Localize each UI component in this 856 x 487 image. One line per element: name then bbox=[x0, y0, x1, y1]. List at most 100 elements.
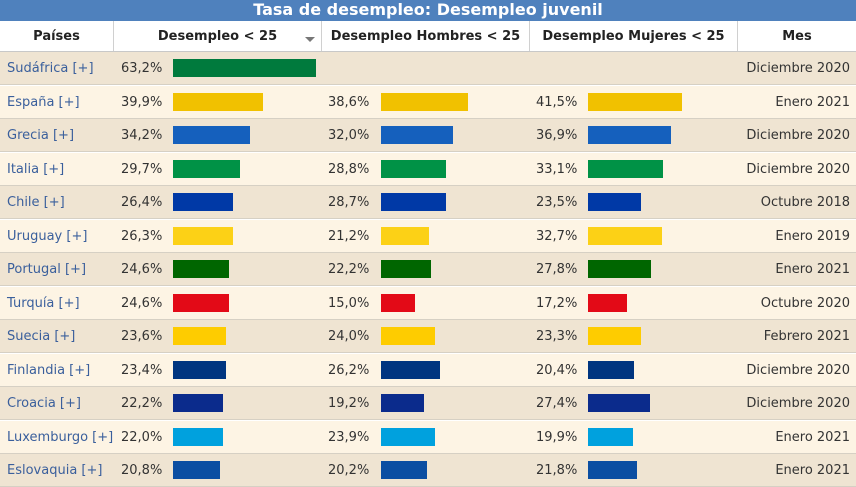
country-link[interactable]: Turquía [+] bbox=[7, 296, 80, 311]
sort-down-icon[interactable] bbox=[305, 37, 315, 42]
women-value: 32,7% bbox=[536, 229, 578, 244]
table-row: Croacia [+] 22,2% 19,2% 27,4% Diciembre 2020 bbox=[0, 387, 856, 420]
women-value: 23,5% bbox=[536, 195, 578, 210]
table-row: Sudáfrica [+] 63,2% Diciembre 2020 bbox=[0, 52, 856, 85]
women-bar bbox=[588, 260, 651, 278]
total-bar bbox=[173, 193, 233, 211]
men-value: 32,0% bbox=[328, 128, 370, 143]
women-value: 21,8% bbox=[536, 463, 578, 478]
women-value: 41,5% bbox=[536, 95, 578, 110]
men-value: 22,2% bbox=[328, 262, 370, 277]
women-bar bbox=[588, 227, 662, 245]
women-value: 17,2% bbox=[536, 296, 578, 311]
men-value: 15,0% bbox=[328, 296, 370, 311]
women-value: 19,9% bbox=[536, 430, 578, 445]
men-value: 19,2% bbox=[328, 396, 370, 411]
month-value: Diciembre 2020 bbox=[746, 396, 850, 411]
women-value: 33,1% bbox=[536, 162, 578, 177]
women-value: 27,4% bbox=[536, 396, 578, 411]
men-bar bbox=[381, 461, 427, 479]
country-link[interactable]: Finlandia [+] bbox=[7, 363, 91, 378]
total-bar bbox=[173, 461, 220, 479]
women-value: 27,8% bbox=[536, 262, 578, 277]
table-row: España [+] 39,9% 38,6% 41,5% Enero 2021 bbox=[0, 86, 856, 119]
month-value: Diciembre 2020 bbox=[746, 61, 850, 76]
total-value: 22,0% bbox=[121, 430, 163, 445]
men-value: 38,6% bbox=[328, 95, 370, 110]
women-value: 36,9% bbox=[536, 128, 578, 143]
country-link[interactable]: Italia [+] bbox=[7, 162, 65, 177]
country-link[interactable]: Suecia [+] bbox=[7, 329, 76, 344]
col-header-men[interactable]: Desempleo Hombres < 25 bbox=[321, 21, 529, 51]
men-bar bbox=[381, 193, 446, 211]
country-link[interactable]: Uruguay [+] bbox=[7, 229, 88, 244]
country-link[interactable]: Chile [+] bbox=[7, 195, 65, 210]
total-bar bbox=[173, 428, 223, 446]
month-value: Diciembre 2020 bbox=[746, 363, 850, 378]
total-bar bbox=[173, 394, 223, 412]
men-value: 26,2% bbox=[328, 363, 370, 378]
country-link[interactable]: Croacia [+] bbox=[7, 396, 81, 411]
month-value: Octubre 2020 bbox=[760, 296, 850, 311]
total-value: 26,3% bbox=[121, 229, 163, 244]
total-bar bbox=[173, 260, 229, 278]
col-header-women[interactable]: Desempleo Mujeres < 25 bbox=[529, 21, 737, 51]
total-value: 23,4% bbox=[121, 363, 163, 378]
total-value: 29,7% bbox=[121, 162, 163, 177]
month-value: Enero 2019 bbox=[775, 229, 850, 244]
total-bar bbox=[173, 93, 263, 111]
men-bar bbox=[381, 126, 453, 144]
total-value: 63,2% bbox=[121, 61, 163, 76]
table-row: Portugal [+] 24,6% 22,2% 27,8% Enero 2021 bbox=[0, 253, 856, 286]
country-link[interactable]: Luxemburgo [+] bbox=[7, 430, 114, 445]
table-header: Países Desempleo < 25 Desempleo Hombres … bbox=[0, 21, 856, 52]
month-value: Diciembre 2020 bbox=[746, 162, 850, 177]
men-value: 28,8% bbox=[328, 162, 370, 177]
men-value: 23,9% bbox=[328, 430, 370, 445]
country-link[interactable]: España [+] bbox=[7, 95, 80, 110]
men-value: 28,7% bbox=[328, 195, 370, 210]
women-bar bbox=[588, 294, 627, 312]
country-link[interactable]: Eslovaquia [+] bbox=[7, 463, 103, 478]
men-bar bbox=[381, 160, 446, 178]
women-bar bbox=[588, 394, 650, 412]
total-bar bbox=[173, 126, 250, 144]
men-value: 24,0% bbox=[328, 329, 370, 344]
total-value: 39,9% bbox=[121, 95, 163, 110]
total-value: 24,6% bbox=[121, 296, 163, 311]
men-bar bbox=[381, 227, 429, 245]
women-bar bbox=[588, 461, 637, 479]
col-header-total-label: Desempleo < 25 bbox=[157, 29, 278, 44]
country-link[interactable]: Portugal [+] bbox=[7, 262, 87, 277]
total-value: 20,8% bbox=[121, 463, 163, 478]
men-bar bbox=[381, 361, 440, 379]
total-bar bbox=[173, 294, 229, 312]
women-value: 20,4% bbox=[536, 363, 578, 378]
women-bar bbox=[588, 361, 634, 379]
month-value: Enero 2021 bbox=[775, 430, 850, 445]
women-bar bbox=[588, 160, 663, 178]
men-bar bbox=[381, 428, 435, 446]
table-row: Grecia [+] 34,2% 32,0% 36,9% Diciembre 2020 bbox=[0, 119, 856, 152]
col-header-total[interactable]: Desempleo < 25 bbox=[113, 21, 321, 51]
table-row: Eslovaquia [+] 20,8% 20,2% 21,8% Enero 2021 bbox=[0, 454, 856, 487]
men-value: 21,2% bbox=[328, 229, 370, 244]
country-link[interactable]: Grecia [+] bbox=[7, 128, 75, 143]
country-link[interactable]: Sudáfrica [+] bbox=[7, 61, 94, 76]
month-value: Octubre 2018 bbox=[760, 195, 850, 210]
total-value: 26,4% bbox=[121, 195, 163, 210]
men-bar bbox=[381, 93, 468, 111]
total-bar bbox=[173, 361, 226, 379]
total-bar bbox=[173, 227, 233, 245]
men-value: 20,2% bbox=[328, 463, 370, 478]
col-header-mes[interactable]: Mes bbox=[737, 21, 856, 51]
table-row: Italia [+] 29,7% 28,8% 33,1% Diciembre 2020 bbox=[0, 153, 856, 186]
col-header-paises[interactable]: Países bbox=[33, 29, 80, 44]
total-bar bbox=[173, 327, 226, 345]
total-value: 24,6% bbox=[121, 262, 163, 277]
total-bar bbox=[173, 59, 316, 77]
men-bar bbox=[381, 394, 424, 412]
table-title: Tasa de desempleo: Desempleo juvenil bbox=[0, 0, 856, 21]
total-value: 34,2% bbox=[121, 128, 163, 143]
table-row: Suecia [+] 23,6% 24,0% 23,3% Febrero 2021 bbox=[0, 320, 856, 353]
